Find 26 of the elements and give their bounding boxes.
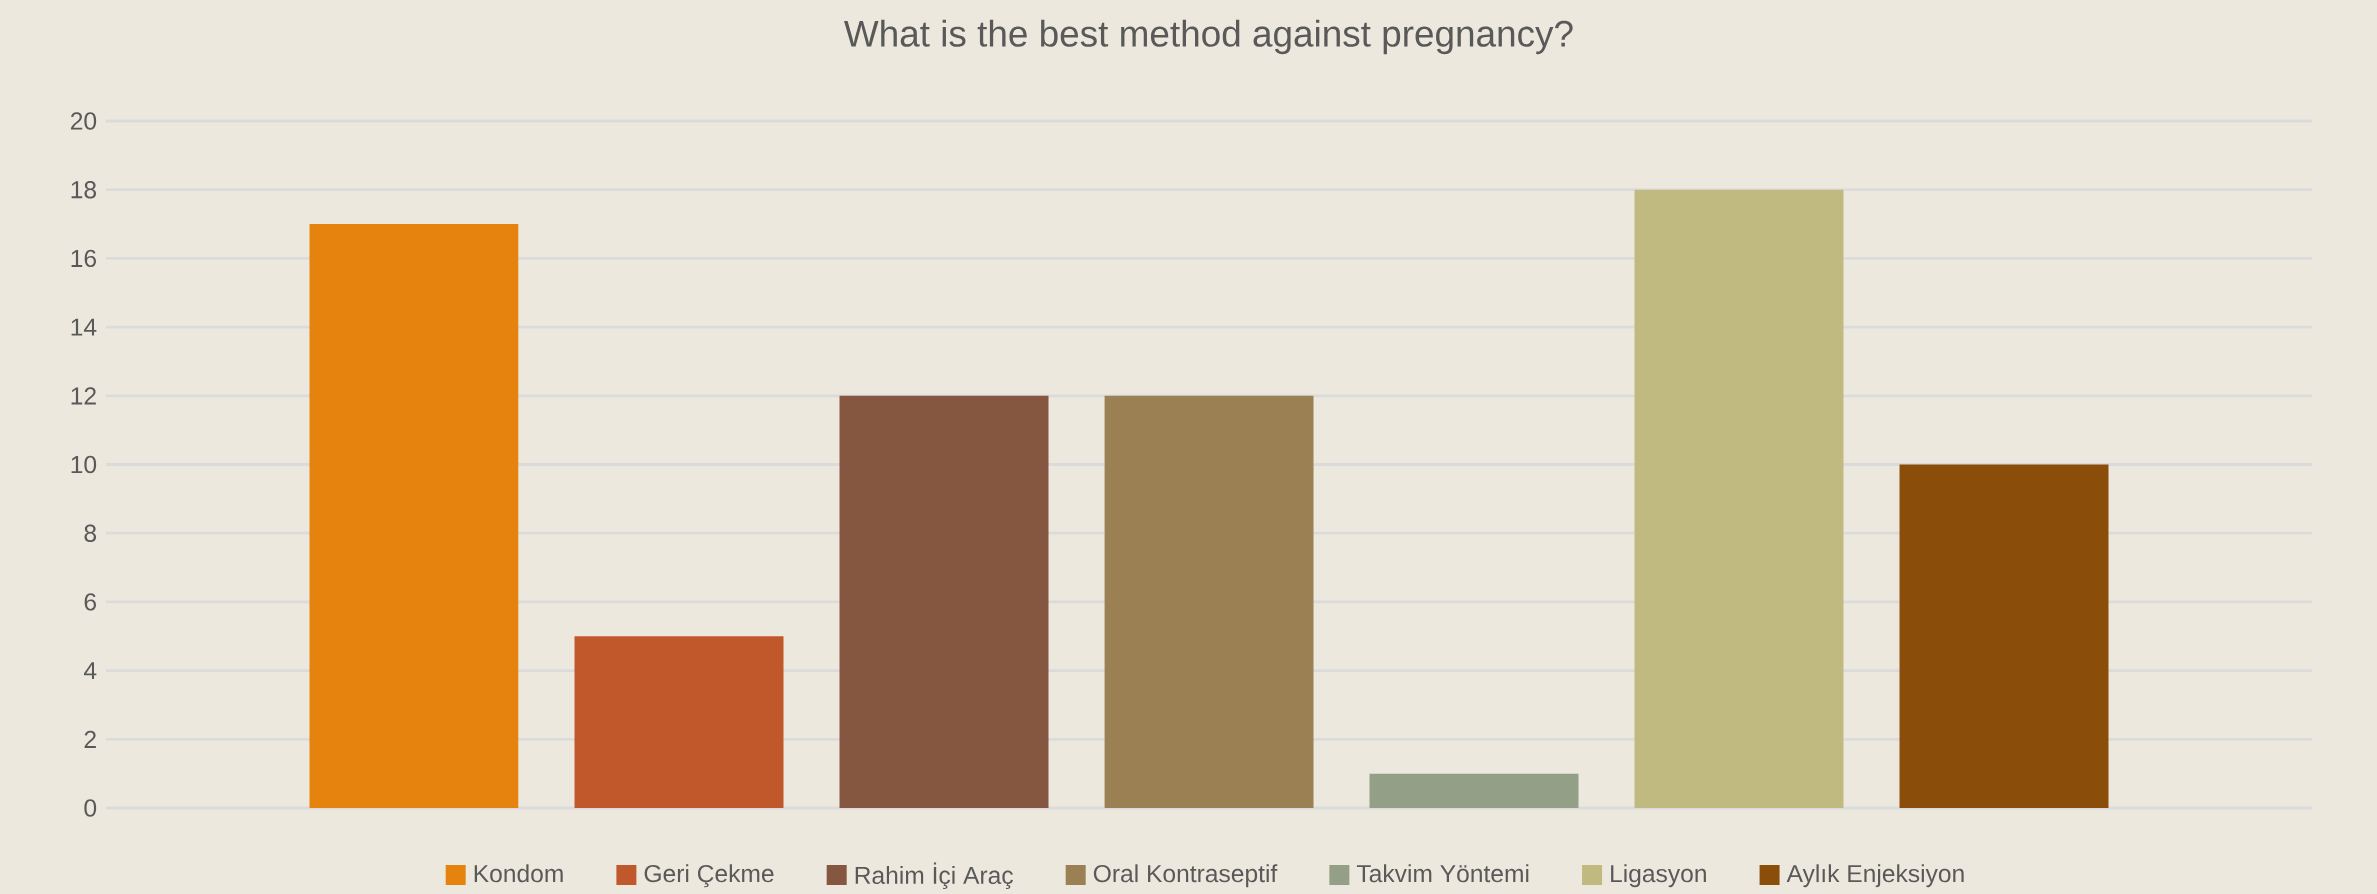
bar xyxy=(309,224,519,808)
y-tick-label: 14 xyxy=(71,318,97,336)
legend-label: Ligasyon xyxy=(1611,864,1706,888)
legend-label: Takvim Yöntemi xyxy=(1356,864,1529,883)
bar xyxy=(574,636,784,808)
legend-label: Rahim İçi Araç xyxy=(855,862,1013,890)
y-tick-label: 10 xyxy=(71,455,97,474)
chart-title: What is the best method against pregnancy? xyxy=(844,19,1573,55)
legend-label: Oral Kontraseptif xyxy=(1093,864,1278,888)
y-tick-label: 2 xyxy=(84,730,96,748)
y-tick-label: 0 xyxy=(84,799,97,817)
y-tick-label: 4 xyxy=(83,662,97,680)
y-tick-label: 12 xyxy=(71,387,96,405)
bar xyxy=(839,395,1049,808)
legend-label: Aylık Enjeksiyon xyxy=(1786,864,1964,888)
y-tick-label: 8 xyxy=(84,524,97,542)
y-tick-label: 20 xyxy=(70,112,97,130)
y-tick-label: 18 xyxy=(71,181,97,199)
legend-label: Kondom xyxy=(474,864,563,883)
bar xyxy=(1369,773,1579,808)
y-tick-label: 6 xyxy=(84,593,96,611)
y-tick-label: 16 xyxy=(71,249,96,268)
bar xyxy=(1634,189,1844,808)
legend-label: Geri Çekme xyxy=(644,864,774,888)
bar xyxy=(1104,395,1314,808)
bar xyxy=(1899,464,2109,808)
